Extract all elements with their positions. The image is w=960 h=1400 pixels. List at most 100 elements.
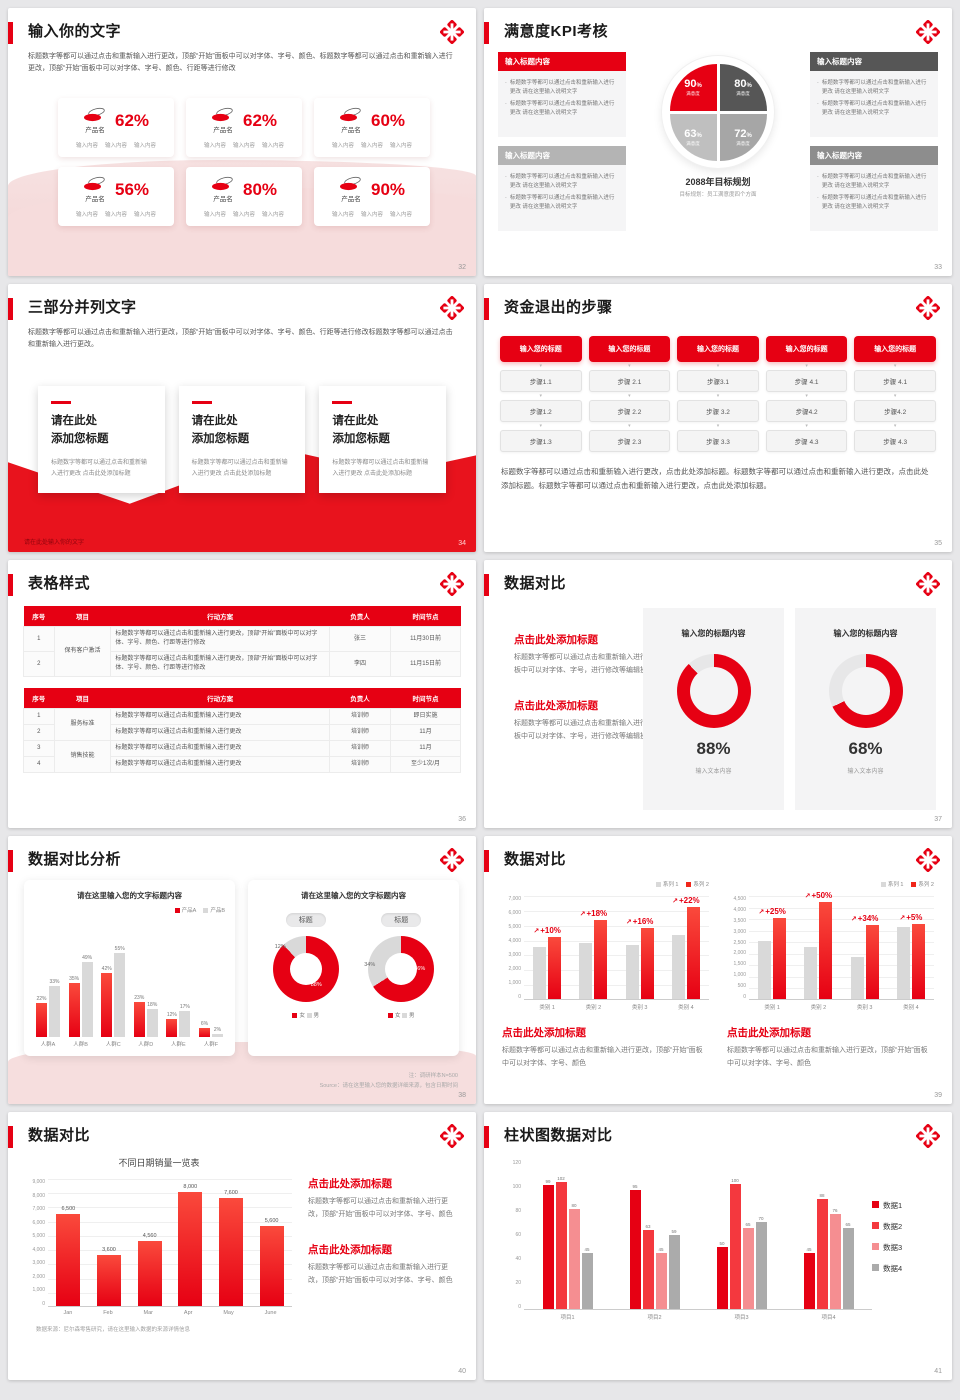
bullet-dot-icon: · [817,80,819,86]
chart-source-note: 数据来源：尼尔森零售研究，请在这里输入数据的来源详情信息 [36,1327,191,1333]
slide-40[interactable]: 数据对比 不同日期销量一览表 9,000 8,000 7,000 6,000 5,000… [8,1112,476,1380]
text-card: 请在此处 添加您标题 标题数字等都可以通过点击和重新输入进行更改 点击此处添加标题 [38,386,165,494]
slide-title: 数据对比分析 [28,851,122,868]
bar-value-label: 35% [69,976,80,983]
hospital-cross-logo-icon [916,848,940,872]
bar-with-label: 80 [568,1203,580,1309]
cell-action: 标题数字等都可以通过点击和重新输入进行更改，顶部“开始”面板中可以对字体、字号、… [110,651,330,677]
slide-title: 表格样式 [28,575,91,592]
bar-value-label: 99 [545,1179,551,1185]
kpi-left-column: 输入标题内容 · 标题数字等都可以通过点击和重新输入进行更改 请在这里输入说明文字 ·… [498,52,626,231]
step-box[interactable]: 步骤1.1 [500,370,582,392]
step-column-header[interactable]: 输入您的标题 [765,336,848,362]
gridline [749,953,934,955]
chart-legend: 系列 1 系列 2 [727,880,934,888]
y-tick-label: 5,000 [32,1233,45,1240]
kpi-box-header: 输入标题内容 [810,52,938,71]
step-box[interactable]: 步骤1.3 [500,430,582,452]
x-axis-label: 人群F [203,1042,219,1048]
step-box[interactable]: 步骤3.1 [677,370,759,392]
title-accent-bar [484,22,489,44]
step-box[interactable]: 步骤 4.1 [765,370,848,392]
step-box[interactable]: 步骤 4.3 [854,430,936,452]
pie-unit: % [746,132,752,139]
bar-with-label: 102 [555,1176,567,1309]
gridline [749,965,934,967]
step-column-header[interactable]: 输入您的标题 [854,336,936,362]
step-box[interactable]: 步骤4.2 [765,400,848,422]
slide-39[interactable]: 数据对比 系列 1 系列 2 7,000 6,000 5,000 4,000 3,000 2,… [484,836,952,1104]
bar [655,1252,667,1309]
down-arrow-icon: ▾ [716,423,720,429]
growth-label: ↗+5% [899,912,923,922]
bar-pair: 23% 18% [133,995,158,1037]
slide-36[interactable]: 表格样式 序号 项目 行动方案 负责人 时间节点 1 保有客户激活 标题数字等都可以通过点击和… [8,560,476,828]
bar-value-label: 6% [200,1020,209,1027]
y-tick-label: 4,000 [508,938,521,944]
step-box[interactable]: 步骤1.2 [500,400,582,422]
legend-swatch [872,1243,879,1250]
bar-with-label: 17% [179,1004,191,1037]
gridline [524,985,709,987]
footer-text: 请在此处输入你的文字 [24,540,85,546]
slide-34[interactable]: 三部分并列文字 标题数字等都可以通过点击和重新输入进行更改，顶部“开始”面板中可… [8,284,476,552]
step-column-header[interactable]: 输入您的标题 [588,336,671,362]
panel-header: 输入您的标题内容 [833,629,898,638]
down-arrow-icon: ▾ [539,423,543,429]
donut-chart: 34% 66% [364,936,435,1002]
placeholder-items-row: 输入内容 输入内容 输入内容 [317,210,427,218]
y-tick-label: 4,500 [733,896,746,902]
slide-38[interactable]: 数据对比分析 请在这里输入您的文字标题内容 产品A 产品B 22% 33% 人群A 35… [8,836,476,1104]
step-box[interactable]: 步骤 3.2 [677,400,759,422]
bar [36,1003,47,1037]
pie-unit: % [696,132,702,139]
y-tick-label: 6,000 [508,910,521,916]
pie-quadrant: 80% 满意度 [719,63,767,111]
bar-group: 6% 2% 人群F [198,1020,223,1048]
slide-35[interactable]: 资金退出的步骤 输入您的标题 ▾ 步骤1.1 ▾ 步骤1.2 ▾ 步骤1.3 输入您的标题 ▾ 步… [484,284,952,552]
slide-title: 资金退出的步骤 [504,299,613,316]
down-arrow-icon: ▾ [893,363,897,369]
growth-arrow-icon: ↗ [672,897,678,905]
slide-41[interactable]: 柱状图数据对比 120 100 80 60 40 20 0 99 102 80 45 95 63 45 59… [484,1112,952,1380]
percentage-value: 90% [370,179,406,199]
card-title: 请在此处 添加您标题 [51,415,109,445]
table-head: 序号 项目 行动方案 负责人 时间节点 [23,606,461,627]
step-box[interactable]: 步骤 2.2 [588,400,671,422]
step-box[interactable]: 步骤 4.1 [854,370,936,392]
step-box[interactable]: 步骤4.2 [854,400,936,422]
y-tick-label: 2,000 [733,950,746,957]
growth-bar-chart-right: 系列 1 系列 2 4,500 4,000 3,500 3,000 2,500 2,000 1,… [727,880,934,1091]
bar-group: 12% 17% 人群E [166,1004,191,1048]
growth-arrow-icon: ↗ [533,927,540,935]
bar [178,1192,203,1306]
slide-37[interactable]: 数据对比 点击此处添加标题 标题数字等都可以通过点击和重新输入进行更改，顶部“开始… [484,560,952,828]
bar [114,952,126,1037]
kpi-layout: 输入标题内容 · 标题数字等都可以通过点击和重新输入进行更改 请在这里输入说明文字 ·… [484,44,952,231]
bar [68,983,80,1037]
block-heading: 点击此处添加标题 [514,699,598,712]
step-box[interactable]: 步骤 2.3 [588,430,671,452]
slide-33[interactable]: 满意度KPI考核 输入标题内容 · 标题数字等都可以通过点击和重新输入进行更改 请在… [484,8,952,276]
step-box[interactable]: 步骤 4.3 [765,430,848,452]
table-head: 序号 项目 行动方案 负责人 时间节点 [23,688,461,709]
cell-project: 销售技能 [53,740,112,773]
step-column-header[interactable]: 输入您的标题 [677,336,759,362]
y-tick-label: 0 [42,1300,45,1307]
y-axis: 120 100 80 60 40 20 0 [502,1160,524,1310]
slide-32[interactable]: 输入你的文字 标题数字等都可以通过点击和重新输入进行更改，顶部“开始”面板中可以… [8,8,476,276]
table-row: 1 保有客户激活 标题数字等都可以通过点击和重新输入进行更改，顶部“开始”面板中可以… [23,626,461,677]
step-box[interactable]: 步骤 3.3 [677,430,759,452]
block-body: 标题数字等都可以通过点击和重新输入进行更改，顶部“开始”面板中可以对字体、字号，… [514,719,708,740]
hospital-cross-logo-icon [440,1124,464,1148]
pie-quadrant-value: 80% [734,77,752,90]
y-tick-label: 2,000 [32,1273,45,1280]
step-box[interactable]: 步骤 2.1 [588,370,671,392]
action-plan-table: 序号 项目 行动方案 负责人 时间节点 1 服务标准 标题数字等都可以通过点击和重新输入进行更… [23,688,461,773]
bar-group: ↗+5% [896,912,925,999]
bar-with-label: 18% [146,1002,158,1037]
step-column-header[interactable]: 输入您的标题 [500,336,582,362]
bar-value-label: 33% [49,979,60,986]
donut-legend: 女 男 [292,1011,319,1019]
bar-with-label: 88 [816,1193,828,1309]
